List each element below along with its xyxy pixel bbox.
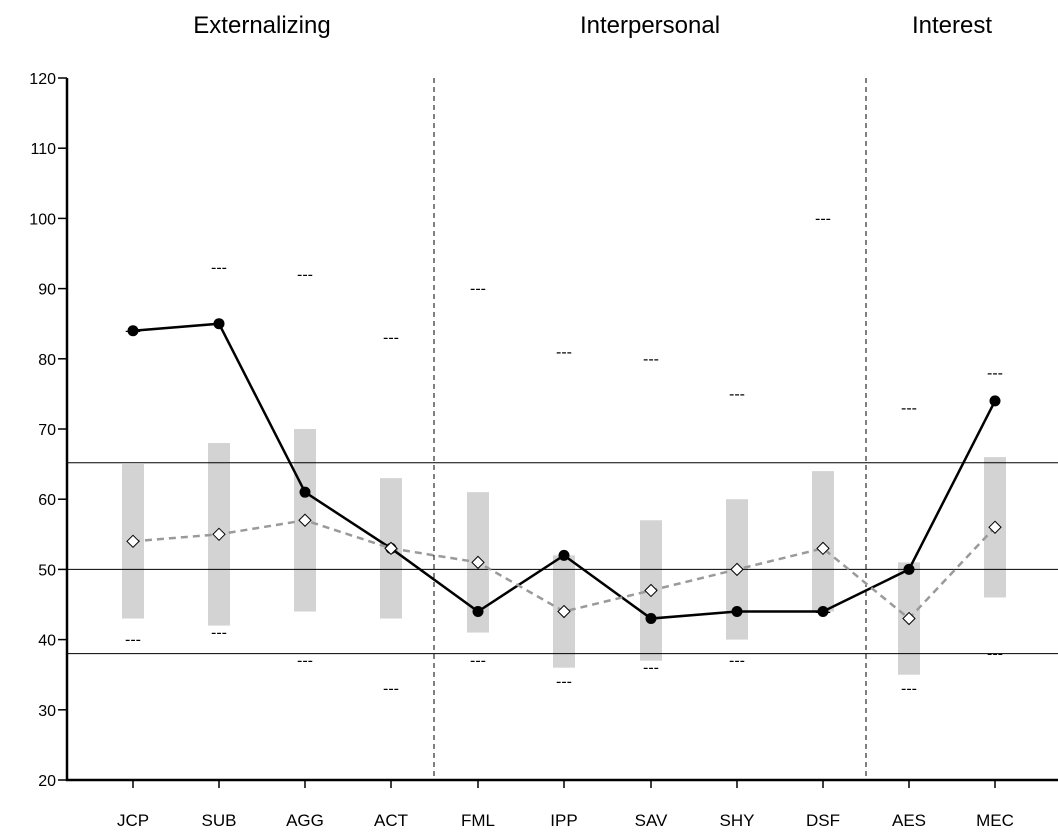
category-label-jcp: JCP — [117, 811, 149, 830]
series-0-point-sav — [645, 613, 657, 625]
series-1-point-aes — [902, 611, 916, 626]
y-tick-label-100: 100 — [29, 211, 56, 228]
series-1-point-agg — [298, 513, 312, 527]
series-0-point-jcp — [127, 325, 139, 337]
category-label-act: ACT — [374, 811, 408, 830]
y-tick-label-20: 20 — [38, 773, 56, 790]
y-tick-label-40: 40 — [38, 633, 56, 650]
dash-mark-lower-shy: --- — [729, 653, 745, 670]
dash-mark-upper-shy: --- — [729, 386, 745, 403]
series-1-point-sub — [212, 527, 226, 542]
y-tick-label-110: 110 — [30, 141, 56, 158]
dash-mark-upper-dsf: --- — [815, 210, 831, 227]
series-0-point-aes — [903, 563, 915, 575]
category-label-mec: MEC — [976, 811, 1014, 830]
section-title-interest: Interest — [912, 12, 992, 39]
series-0-point-sub — [213, 318, 225, 330]
series-0-point-shy — [731, 606, 743, 618]
category-label-aes: AES — [892, 811, 926, 830]
dash-mark-lower-agg: --- — [297, 653, 313, 670]
dash-mark-lower-jcp: --- — [125, 632, 141, 649]
dash-mark-upper-aes: --- — [901, 400, 917, 417]
dash-mark-lower-sub: --- — [211, 625, 227, 642]
dash-mark-lower-ipp: --- — [556, 674, 572, 691]
series-0-point-dsf — [817, 606, 829, 618]
dash-mark-lower-mec: --- — [987, 646, 1003, 663]
series-0-point-mec — [989, 395, 1001, 407]
dash-mark-upper-mec: --- — [987, 365, 1003, 382]
series-layer — [126, 318, 1002, 626]
series-0-point-fml — [472, 606, 484, 618]
series-1-point-act — [384, 541, 398, 556]
series-1-point-jcp — [126, 534, 140, 549]
y-tick-label-120: 120 — [29, 71, 56, 88]
y-tick-label-30: 30 — [38, 703, 56, 720]
dash-mark-upper-ipp: --- — [556, 344, 572, 361]
category-label-shy: SHY — [720, 811, 755, 830]
category-label-sav: SAV — [635, 811, 668, 830]
reference-lines — [67, 462, 1058, 655]
dash-mark-lower-fml: --- — [470, 653, 486, 670]
category-label-ipp: IPP — [550, 811, 577, 830]
series-1-point-shy — [730, 562, 744, 577]
dash-mark-lower-aes: --- — [901, 681, 917, 698]
series-0-point-agg — [299, 486, 311, 498]
series-1-point-sav — [644, 583, 658, 598]
category-label-fml: FML — [461, 811, 495, 830]
dash-mark-upper-agg: --- — [297, 267, 313, 284]
dash-mark-upper-sub: --- — [211, 260, 227, 277]
labels: 20 30 40 50 60 70 80 90 100 110 120 JCP SUB AGG ACT FML… — [29, 12, 1014, 830]
dash-mark-upper-act: --- — [383, 330, 399, 347]
category-label-agg: AGG — [286, 811, 324, 830]
dash-mark-lower-sav: --- — [643, 660, 659, 677]
y-tick-label-90: 90 — [38, 282, 56, 299]
series-1-point-dsf — [816, 541, 830, 556]
y-tick-label-60: 60 — [38, 492, 56, 509]
dash-mark-upper-sav: --- — [643, 351, 659, 368]
dash-mark-upper-fml: --- — [470, 281, 486, 298]
category-label-dsf: DSF — [806, 811, 840, 830]
section-title-interpersonal: Interpersonal — [580, 12, 720, 39]
y-tick-label-50: 50 — [38, 562, 56, 579]
category-label-sub: SUB — [202, 811, 237, 830]
y-tick-label-80: 80 — [38, 352, 56, 369]
section-title-externalizing: Externalizing — [193, 12, 330, 39]
y-tick-label-70: 70 — [38, 422, 56, 439]
series-1-point-ipp — [557, 604, 571, 619]
series-1-line — [132, 518, 996, 621]
series-1-point-fml — [471, 555, 485, 570]
dash-mark-lower-act: --- — [383, 681, 399, 698]
dash-marks: --- --- --- --- --- --- --- --- --- --- --- --- --- -… — [125, 210, 1003, 697]
series-1-point-mec — [988, 520, 1002, 534]
axes — [58, 77, 1058, 788]
range-bar-dsf — [812, 471, 834, 612]
series-0-point-ipp — [558, 549, 570, 561]
section-dividers — [433, 78, 867, 780]
